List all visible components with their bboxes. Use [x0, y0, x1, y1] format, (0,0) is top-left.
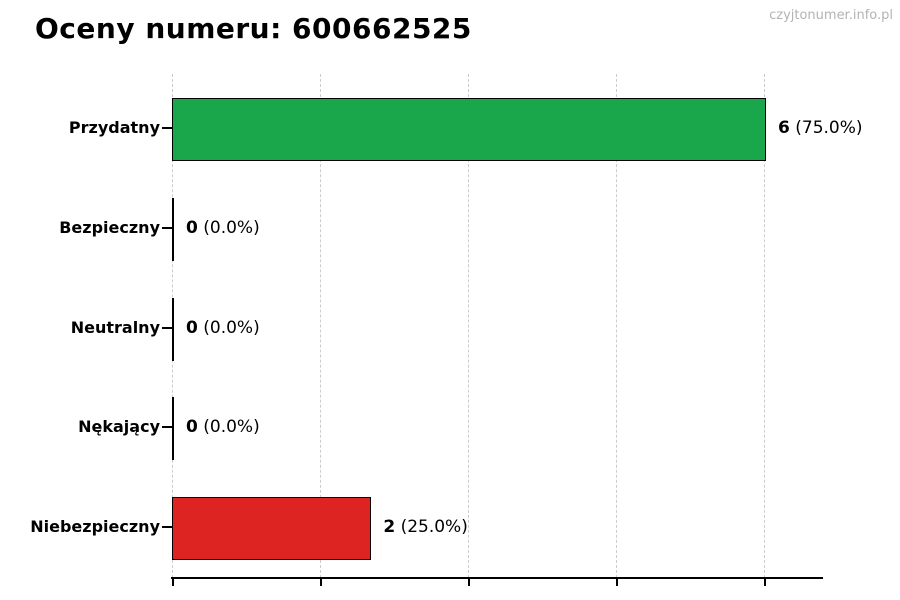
value-count: 0	[186, 218, 198, 238]
y-axis-tick	[162, 227, 172, 229]
gridline	[764, 74, 765, 578]
watermark: czyjtonumer.info.pl	[769, 8, 893, 23]
value-count: 0	[186, 318, 198, 338]
x-axis-tick	[468, 579, 470, 586]
value-count: 0	[186, 417, 198, 437]
gridline	[320, 74, 321, 578]
category-label: Neutralny	[70, 318, 160, 337]
y-axis-tick	[162, 426, 172, 428]
gridline	[468, 74, 469, 578]
value-percent: (0.0%)	[197, 417, 260, 437]
gridline	[616, 74, 617, 578]
bar-0	[172, 97, 766, 161]
y-axis-tick	[162, 127, 172, 129]
value-label: 0 (0.0%)	[186, 316, 260, 340]
category-label: Niebezpieczny	[30, 517, 160, 536]
value-percent: (0.0%)	[197, 218, 260, 238]
value-label: 2 (25.0%)	[383, 515, 468, 539]
category-label: Nękający	[78, 417, 160, 436]
y-axis-tick	[162, 327, 172, 329]
chart-title: Oceny numeru: 600662525	[35, 12, 472, 45]
value-label: 0 (0.0%)	[186, 216, 260, 240]
category-label: Bezpieczny	[59, 218, 160, 237]
value-percent: (75.0%)	[789, 118, 863, 138]
bar-2	[172, 297, 174, 361]
x-axis-tick	[764, 579, 766, 586]
bar-3	[172, 396, 174, 460]
bar-1	[172, 197, 174, 261]
bar-4	[172, 496, 372, 560]
plot-area	[172, 74, 823, 578]
value-label: 0 (0.0%)	[186, 415, 260, 439]
x-axis-tick	[172, 579, 174, 586]
category-label: Przydatny	[68, 118, 160, 137]
y-axis-tick	[162, 526, 172, 528]
x-axis-line	[171, 577, 823, 579]
value-count: 2	[383, 517, 396, 537]
x-axis-tick	[616, 579, 618, 586]
x-axis-tick	[320, 579, 322, 586]
value-count: 6	[778, 118, 790, 138]
value-label: 6 (75.0%)	[778, 116, 863, 140]
value-percent: (25.0%)	[395, 517, 468, 537]
value-percent: (0.0%)	[197, 318, 260, 338]
